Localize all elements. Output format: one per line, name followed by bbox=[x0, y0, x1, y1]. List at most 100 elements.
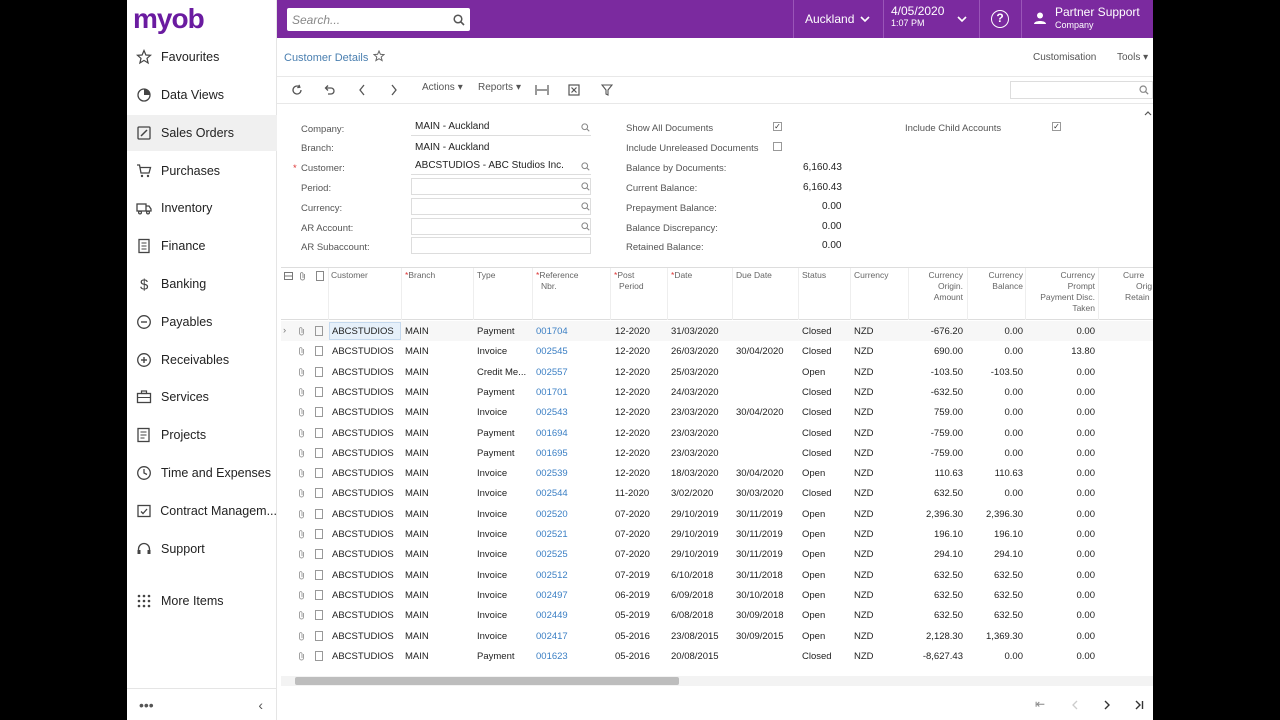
sidebar-item-inventory[interactable]: Inventory bbox=[127, 190, 277, 226]
sidebar-item-purchases[interactable]: Purchases bbox=[127, 153, 277, 189]
attachment-icon[interactable] bbox=[298, 407, 305, 417]
lookup-icon[interactable] bbox=[581, 162, 590, 171]
previous-page-icon[interactable] bbox=[1071, 700, 1079, 710]
attachment-icon[interactable] bbox=[298, 549, 305, 559]
next-page-icon[interactable] bbox=[1103, 700, 1111, 710]
reference-link[interactable]: 001704 bbox=[536, 326, 568, 337]
sidebar-item-support[interactable]: Support bbox=[127, 531, 277, 567]
reference-link[interactable]: 001695 bbox=[536, 447, 568, 459]
attachment-icon[interactable] bbox=[298, 509, 305, 519]
lookup-icon[interactable] bbox=[581, 202, 590, 211]
collapse-sidebar-icon[interactable]: ‹ bbox=[258, 696, 263, 713]
sidebar-item-more-items[interactable]: More Items bbox=[127, 583, 277, 619]
company-field[interactable]: MAIN - Auckland bbox=[411, 119, 591, 136]
sidebar-item-sales-orders[interactable]: Sales Orders bbox=[127, 115, 277, 151]
customisation-menu[interactable]: Customisation bbox=[1033, 52, 1097, 63]
note-icon[interactable] bbox=[315, 488, 323, 499]
attachment-icon[interactable] bbox=[298, 488, 305, 498]
col-currency[interactable]: Currency bbox=[854, 270, 889, 280]
note-icon[interactable] bbox=[316, 271, 324, 281]
reports-menu[interactable]: Reports ▾ bbox=[478, 82, 521, 93]
note-icon[interactable] bbox=[315, 508, 323, 519]
reference-link[interactable]: 001701 bbox=[536, 386, 568, 398]
sidebar-item-data-views[interactable]: Data Views bbox=[127, 77, 277, 113]
favourite-star-icon[interactable] bbox=[373, 50, 385, 62]
ar-account-field[interactable] bbox=[411, 218, 591, 235]
user-menu[interactable]: Partner Support Company bbox=[1033, 5, 1140, 31]
help-icon[interactable]: ? bbox=[991, 10, 1009, 28]
table-row[interactable]: › ABCSTUDIOS MAIN Payment 001704 12-2020 31/03… bbox=[281, 321, 1153, 342]
previous-icon[interactable] bbox=[357, 84, 367, 96]
note-icon[interactable] bbox=[315, 447, 323, 458]
note-icon[interactable] bbox=[315, 346, 323, 357]
note-icon[interactable] bbox=[315, 386, 323, 397]
table-row[interactable]: ABCSTUDIOS MAIN Payment 001695 12-2020 23/03/… bbox=[281, 443, 1153, 463]
reference-link[interactable]: 001623 bbox=[536, 650, 568, 662]
collapse-form-icon[interactable] bbox=[1144, 110, 1152, 116]
table-row[interactable]: ABCSTUDIOS MAIN Invoice 002417 05-2016 23/08/… bbox=[281, 626, 1153, 646]
chevron-down-icon[interactable] bbox=[957, 16, 967, 23]
reference-link[interactable]: 002521 bbox=[536, 529, 568, 540]
business-date-selector[interactable]: 4/05/2020 1:07 PM bbox=[891, 5, 944, 29]
col-balance[interactable]: Currency Balance bbox=[971, 270, 1023, 292]
table-row[interactable]: ABCSTUDIOS MAIN Invoice 002512 07-2019 6/10/2… bbox=[281, 565, 1153, 585]
next-icon[interactable] bbox=[389, 84, 399, 96]
note-icon[interactable] bbox=[315, 589, 323, 600]
col-due-date[interactable]: Due Date bbox=[736, 270, 772, 280]
include-unreleased-checkbox[interactable] bbox=[773, 142, 782, 151]
table-row[interactable]: ABCSTUDIOS MAIN Invoice 002544 11-2020 3/02/2… bbox=[281, 483, 1153, 503]
attachment-icon[interactable] bbox=[298, 631, 305, 641]
more-options-icon[interactable]: ••• bbox=[139, 696, 154, 713]
sidebar-item-time-and-expenses[interactable]: Time and Expenses bbox=[127, 455, 277, 491]
col-retained[interactable]: Curre Orig Retain bbox=[1123, 270, 1153, 303]
note-icon[interactable] bbox=[315, 650, 323, 661]
sidebar-item-contract-managem[interactable]: Contract Managem... bbox=[127, 493, 277, 529]
currency-field[interactable] bbox=[411, 198, 591, 215]
sidebar-item-favourites[interactable]: Favourites bbox=[127, 39, 277, 75]
refresh-icon[interactable] bbox=[291, 84, 303, 96]
sidebar-item-projects[interactable]: Projects bbox=[127, 417, 277, 453]
sidebar-item-payables[interactable]: Payables bbox=[127, 304, 277, 340]
col-customer[interactable]: Customer bbox=[331, 270, 368, 280]
customer-field[interactable]: ABCSTUDIOS - ABC Studios Inc. bbox=[411, 158, 591, 175]
sidebar-item-finance[interactable]: Finance bbox=[127, 228, 277, 264]
export-excel-icon[interactable] bbox=[568, 84, 580, 96]
myob-logo[interactable]: myob bbox=[133, 3, 205, 34]
reference-link[interactable]: 002525 bbox=[536, 549, 568, 561]
branch-selector[interactable]: Auckland bbox=[805, 0, 870, 38]
attachment-icon[interactable] bbox=[298, 468, 305, 478]
note-icon[interactable] bbox=[315, 326, 323, 336]
reference-link[interactable]: 002544 bbox=[536, 488, 568, 500]
attachment-icon[interactable] bbox=[298, 610, 305, 620]
table-row[interactable]: ABCSTUDIOS MAIN Invoice 002525 07-2020 29/10/… bbox=[281, 544, 1153, 564]
note-icon[interactable] bbox=[315, 427, 323, 438]
note-icon[interactable] bbox=[315, 630, 323, 641]
table-row[interactable]: ABCSTUDIOS MAIN Payment 001623 05-2016 20/08/… bbox=[281, 646, 1153, 666]
attachment-icon[interactable] bbox=[299, 271, 306, 281]
note-icon[interactable] bbox=[315, 468, 323, 479]
table-row[interactable]: ABCSTUDIOS MAIN Invoice 002543 12-2020 23/03/… bbox=[281, 402, 1153, 422]
attachment-icon[interactable] bbox=[298, 428, 305, 438]
table-row[interactable]: ABCSTUDIOS MAIN Payment 001694 12-2020 23/03/… bbox=[281, 423, 1153, 443]
undo-icon[interactable] bbox=[323, 84, 335, 96]
horizontal-scrollbar[interactable] bbox=[281, 676, 1153, 686]
col-disc-taken[interactable]: Currency Prompt Payment Disc. Taken bbox=[1026, 270, 1095, 314]
reference-link[interactable]: 002512 bbox=[536, 569, 568, 581]
col-branch[interactable]: *Branch bbox=[405, 270, 436, 280]
attachment-icon[interactable] bbox=[298, 326, 305, 336]
reference-link[interactable]: 002539 bbox=[536, 468, 568, 480]
attachment-icon[interactable] bbox=[298, 346, 305, 356]
note-icon[interactable] bbox=[315, 529, 323, 539]
scrollbar-thumb[interactable] bbox=[295, 677, 679, 685]
table-row[interactable]: ABCSTUDIOS MAIN Invoice 002539 12-2020 18/03/… bbox=[281, 463, 1153, 483]
period-field[interactable] bbox=[411, 178, 591, 195]
table-row[interactable]: ABCSTUDIOS MAIN Invoice 002521 07-2020 29/10/… bbox=[281, 524, 1153, 544]
include-child-accounts-checkbox[interactable]: ✓ bbox=[1052, 122, 1061, 131]
tools-menu[interactable]: Tools ▾ bbox=[1117, 52, 1149, 63]
note-icon[interactable] bbox=[315, 569, 323, 580]
col-reference[interactable]: *Reference Nbr. bbox=[536, 270, 579, 291]
grid-search-input[interactable] bbox=[1010, 81, 1153, 99]
attachment-icon[interactable] bbox=[298, 651, 305, 661]
fit-columns-icon[interactable] bbox=[535, 84, 549, 96]
search-input[interactable]: Search... bbox=[287, 8, 470, 31]
